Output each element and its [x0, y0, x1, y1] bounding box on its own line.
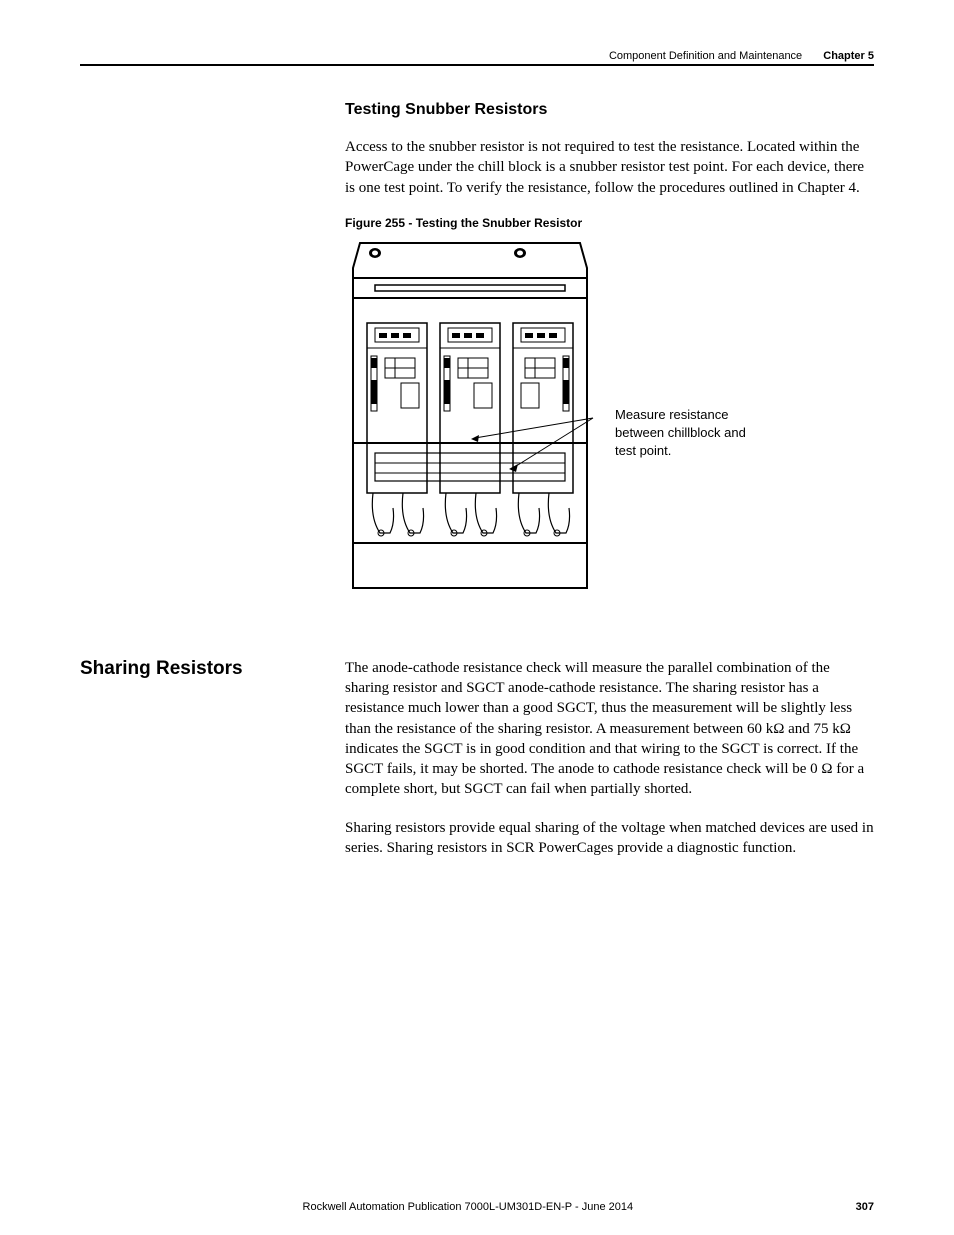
footer-page-number: 307 [856, 1201, 874, 1213]
snubber-resistor-figure [345, 238, 595, 598]
page-footer: Rockwell Automation Publication 7000L-UM… [80, 1201, 874, 1213]
footer-publication: Rockwell Automation Publication 7000L-UM… [80, 1201, 856, 1213]
content-block-1: Testing Snubber Resistors Access to the … [80, 101, 874, 658]
body-paragraph: The anode-cathode resistance check will … [345, 658, 874, 800]
section2-body: The anode-cathode resistance check will … [345, 658, 874, 876]
page: Component Definition and Maintenance Cha… [0, 0, 954, 1235]
module-2 [440, 323, 500, 536]
subsection-heading: Testing Snubber Resistors [345, 101, 874, 119]
side-heading-col: Sharing Resistors [80, 658, 345, 876]
right-content: Testing Snubber Resistors Access to the … [345, 101, 874, 658]
figure-caption: Figure 255 - Testing the Snubber Resisto… [345, 216, 874, 230]
module-1 [367, 323, 427, 536]
header-chapter-title: Component Definition and Maintenance [609, 50, 802, 62]
body-paragraph: Sharing resistors provide equal sharing … [345, 818, 874, 859]
figure-block: Measure resistance between chillblock an… [345, 238, 874, 598]
module-3 [513, 323, 573, 536]
page-header: Component Definition and Maintenance Cha… [80, 50, 874, 66]
left-margin [80, 101, 345, 658]
section-heading: Sharing Resistors [80, 658, 345, 680]
header-chapter-label: Chapter 5 [823, 50, 874, 62]
content-block-2: Sharing Resistors The anode-cathode resi… [80, 658, 874, 876]
figure-annotation: Measure resistance between chillblock an… [615, 406, 765, 459]
body-paragraph: Access to the snubber resistor is not re… [345, 137, 874, 198]
